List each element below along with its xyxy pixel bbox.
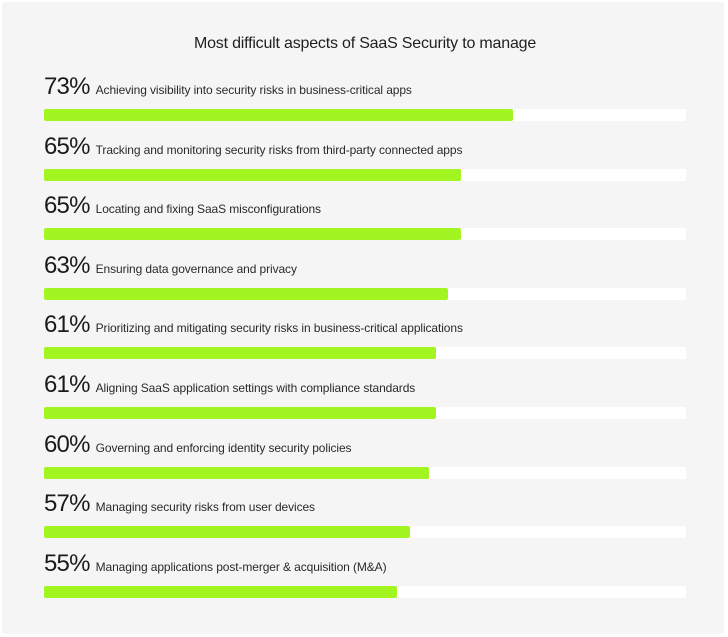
category-label: Achieving visibility into security risks…: [95, 83, 412, 97]
bar: [44, 526, 410, 539]
bar-row-header: 63% Ensuring data governance and privacy: [44, 251, 686, 285]
category-label: Managing applications post-merger & acqu…: [95, 559, 387, 574]
category-label: Tracking and monitoring security risks f…: [95, 142, 463, 157]
bar-row-header: 73% Achieving visibility into security ri…: [44, 72, 686, 106]
bar-row-header: 65% Locating and fixing SaaS misconfigura…: [44, 191, 686, 225]
bar-track: [44, 168, 686, 181]
bar-row-header: 55% Managing applications post-merger & a…: [44, 549, 686, 583]
bar: [44, 406, 436, 419]
bar-list: 73% Achieving visibility into security ri…: [44, 72, 686, 608]
bar-row-header: 57% Managing security risks from user dev…: [44, 489, 686, 523]
bar-row: 55% Managing applications post-merger & a…: [44, 549, 686, 609]
bar-row: 61% Prioritizing and mitigating security …: [44, 310, 686, 370]
bar-row-header: 60% Governing and enforcing identity secu…: [44, 430, 686, 464]
bar-track: [44, 109, 686, 121]
bar-row: 57% Managing security risks from user dev…: [44, 489, 686, 549]
bar: [44, 287, 449, 300]
data-label-percent: 60%: [44, 430, 90, 458]
bar-row-header: 61% Aligning SaaS application settings wi…: [44, 370, 686, 404]
data-label-percent: 73%: [44, 73, 90, 100]
category-label: Aligning SaaS application settings with …: [95, 380, 416, 395]
data-label-percent: 61%: [44, 311, 90, 339]
bar: [44, 585, 398, 598]
bar-track: [44, 526, 686, 539]
category-label: Ensuring data governance and privacy: [95, 261, 297, 276]
bar-row: 63% Ensuring data governance and privacy: [44, 251, 686, 311]
bar-track: [44, 466, 686, 479]
category-label: Prioritizing and mitigating security ris…: [95, 321, 463, 336]
data-label-percent: 65%: [44, 132, 90, 160]
bar-row-header: 61% Prioritizing and mitigating security …: [44, 310, 686, 344]
bar: [44, 168, 462, 181]
category-label: Governing and enforcing identity securit…: [95, 440, 352, 455]
bar-row: 73% Achieving visibility into security ri…: [44, 72, 686, 132]
bar-row: 61% Aligning SaaS application settings wi…: [44, 370, 686, 430]
data-label-percent: 55%: [44, 549, 90, 577]
bar-row: 65% Locating and fixing SaaS misconfigura…: [44, 191, 686, 251]
bar-row: 60% Governing and enforcing identity secu…: [44, 430, 686, 490]
bar: [44, 109, 513, 121]
bar: [44, 228, 462, 241]
bar-track: [44, 228, 686, 241]
bar: [44, 466, 430, 479]
bar-track: [44, 347, 686, 360]
data-label-percent: 57%: [44, 490, 90, 518]
data-label-percent: 63%: [44, 251, 90, 279]
bar-track: [44, 585, 686, 598]
bar-row-header: 65% Tracking and monitoring security risk…: [44, 132, 686, 166]
chart-title: Most difficult aspects of SaaS Security …: [193, 35, 537, 52]
bar-track: [44, 406, 686, 419]
bar-row: 65% Tracking and monitoring security risk…: [44, 132, 686, 192]
data-label-percent: 61%: [44, 370, 90, 398]
data-label-percent: 65%: [44, 192, 90, 220]
bar-track: [44, 287, 686, 300]
bar: [44, 347, 436, 360]
category-label: Managing security risks from user device…: [95, 500, 315, 515]
category-label: Locating and fixing SaaS misconfiguratio…: [95, 202, 321, 217]
